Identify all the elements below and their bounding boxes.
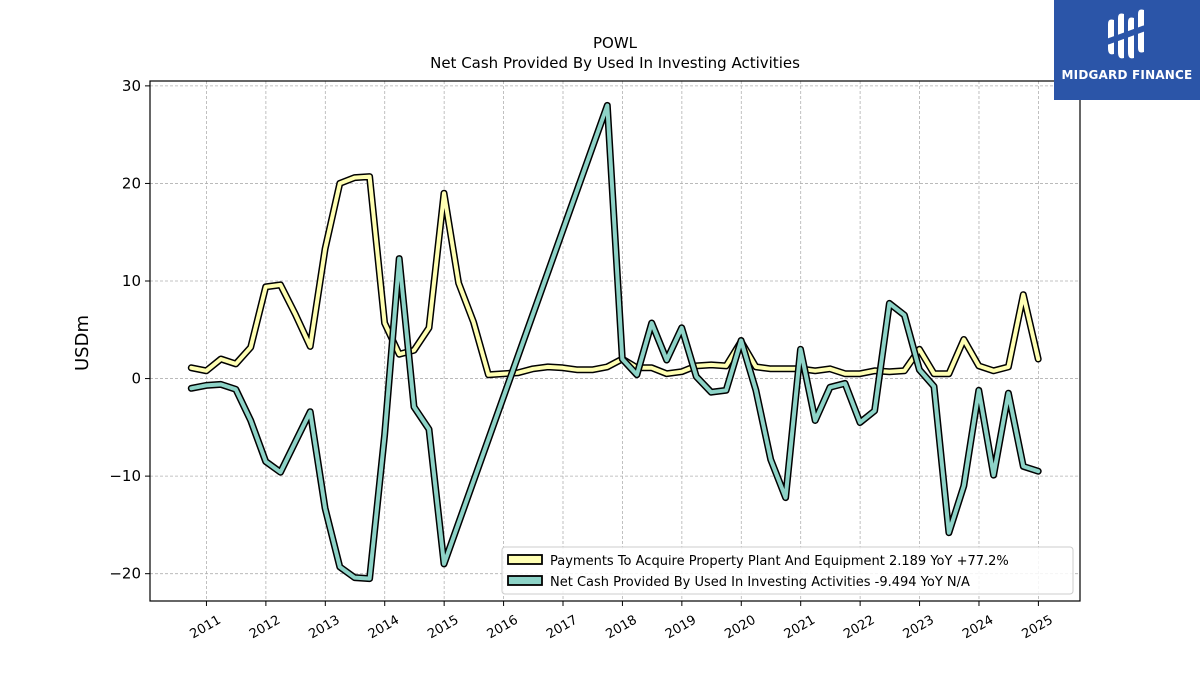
- legend-box: [501, 546, 1074, 595]
- grid-lines: [150, 81, 1080, 601]
- chart-subtitle: Net Cash Provided By Used In Investing A…: [430, 54, 800, 72]
- x-tick-label: 2013: [306, 613, 342, 643]
- y-tick-label: 0: [131, 370, 141, 388]
- x-tick-label: 2024: [960, 613, 996, 643]
- series-line-1: [189, 103, 1041, 581]
- x-tick-label: 2016: [485, 613, 521, 643]
- x-tick-label: 2011: [188, 613, 224, 643]
- y-tick-label: −20: [109, 565, 141, 583]
- x-tick-label: 2021: [782, 613, 818, 643]
- y-tick-label: −10: [109, 467, 141, 485]
- x-tick-label: 2015: [425, 613, 461, 643]
- x-tick-label: 2019: [663, 613, 699, 643]
- brand-logo: MIDGARD FINANCE: [1054, 0, 1200, 100]
- y-tick-label: 20: [122, 174, 141, 192]
- brand-mark-icon: [1106, 9, 1146, 59]
- legend-swatch-1: [507, 575, 543, 586]
- y-tick-label: 30: [122, 77, 141, 95]
- x-tick-label: 2023: [901, 613, 937, 643]
- series-layer: [187, 101, 1042, 583]
- x-tick-label: 2020: [722, 613, 758, 643]
- legend: Payments To Acquire Property Plant And E…: [501, 546, 1074, 595]
- series-line-0: [189, 174, 1041, 377]
- y-axis-label: USDm: [72, 315, 93, 371]
- x-tick-label: 2017: [544, 613, 580, 643]
- x-tick-label: 2012: [247, 613, 283, 643]
- x-tick-label: 2025: [1020, 613, 1056, 643]
- brand-logo-text: MIDGARD FINANCE: [1061, 68, 1193, 82]
- axes: [145, 80, 1081, 606]
- legend-swatch-0: [507, 554, 543, 565]
- legend-label-0: Payments To Acquire Property Plant And E…: [550, 554, 1009, 569]
- x-tick-label: 2018: [604, 613, 640, 643]
- y-tick-label: 10: [122, 272, 141, 290]
- x-tick-label: 2022: [841, 613, 877, 643]
- legend-label-1: Net Cash Provided By Used In Investing A…: [550, 575, 970, 590]
- chart-title: POWL: [593, 34, 638, 52]
- plot-frame: [149, 80, 1081, 602]
- x-tick-label: 2014: [366, 613, 402, 643]
